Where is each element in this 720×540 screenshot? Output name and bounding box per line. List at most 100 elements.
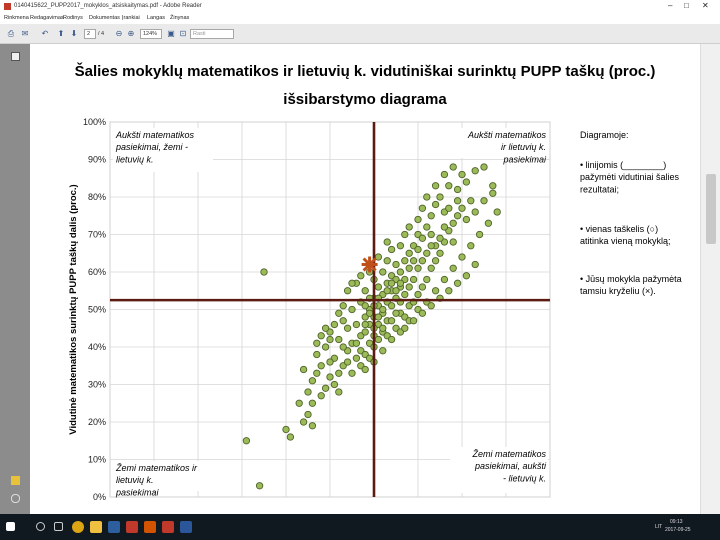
menu-tools[interactable]: Įrankiai xyxy=(122,15,140,21)
data-point xyxy=(321,384,330,392)
app-icon[interactable] xyxy=(108,521,120,533)
legend-item-lines: • linijomis (________) pažymėti vidutinia… xyxy=(580,160,680,194)
data-point xyxy=(462,178,471,186)
data-points xyxy=(242,163,501,490)
data-point xyxy=(387,335,396,344)
print-icon[interactable]: ⎙ xyxy=(7,29,15,38)
back-icon[interactable]: ↶ xyxy=(41,29,49,38)
data-point xyxy=(379,347,387,355)
fit-page-icon[interactable]: ⊡ xyxy=(179,29,187,38)
menu-file[interactable]: Rinkmena xyxy=(4,15,29,21)
page-up-icon[interactable]: ⬆ xyxy=(57,29,65,38)
data-point xyxy=(317,392,325,400)
data-point xyxy=(374,313,383,321)
menu-view[interactable]: Rodinys xyxy=(63,15,83,21)
data-point xyxy=(308,377,317,385)
data-point xyxy=(383,238,391,246)
data-point xyxy=(471,260,479,269)
y-tick-label: 50% xyxy=(88,305,106,315)
email-icon[interactable]: ✉ xyxy=(21,29,29,38)
word-icon[interactable] xyxy=(180,521,192,533)
data-point xyxy=(401,324,409,332)
menu-help[interactable]: Žinynas xyxy=(170,15,190,21)
data-point xyxy=(361,320,369,329)
data-point xyxy=(383,257,391,265)
menu-document[interactable]: Dokumentas xyxy=(89,15,120,21)
clock-date[interactable]: 2017-09-25 xyxy=(665,527,691,533)
data-point xyxy=(484,219,493,227)
data-point xyxy=(330,380,339,389)
explorer-icon[interactable] xyxy=(90,521,102,533)
legend: Diagramoje: • linijomis (________) pažymėt… xyxy=(580,130,682,296)
data-point xyxy=(418,283,427,291)
data-point xyxy=(357,272,365,280)
data-point xyxy=(458,170,466,179)
data-point xyxy=(453,185,462,194)
save-icon[interactable]: ▣ xyxy=(167,29,175,38)
attachment-icon[interactable] xyxy=(11,494,20,503)
scroll-thumb[interactable] xyxy=(706,174,716,244)
data-point xyxy=(260,268,268,276)
zoom-select[interactable]: 124% xyxy=(140,29,162,39)
zoom-out-icon[interactable]: ⊖ xyxy=(115,29,123,38)
scatter-chart: Šalies mokyklų matematikos ir lietuvių k… xyxy=(68,62,682,502)
data-point xyxy=(387,279,396,287)
data-point xyxy=(317,362,325,370)
menu-window[interactable]: Langas xyxy=(147,15,166,21)
menu-edit[interactable]: Redagavimas xyxy=(30,15,64,21)
data-point xyxy=(449,219,457,227)
clock-time[interactable]: 09:13 xyxy=(670,519,683,525)
pdf-taskbar-icon[interactable] xyxy=(126,521,138,533)
data-point xyxy=(414,245,422,254)
data-point xyxy=(475,230,484,239)
zoom-in-icon[interactable]: ⊕ xyxy=(127,29,135,38)
data-point xyxy=(321,343,330,351)
chart-subtitle: išsibarstymo diagrama xyxy=(283,91,447,108)
page-down-icon[interactable]: ⬇ xyxy=(70,29,78,38)
data-point xyxy=(427,212,435,220)
data-point xyxy=(445,287,453,295)
data-point xyxy=(392,287,400,295)
task-view-icon[interactable] xyxy=(54,522,63,531)
y-tick-label: 10% xyxy=(88,455,106,465)
y-ticks: 0% 10% 20% 30% 40% 50% 60% 70% 80% 90% 100% xyxy=(83,117,106,502)
y-tick-label: 70% xyxy=(88,230,106,240)
data-point xyxy=(387,245,396,254)
data-point xyxy=(427,264,435,272)
search-input[interactable]: Rasti xyxy=(190,29,234,39)
data-point xyxy=(308,399,317,407)
data-point xyxy=(374,335,383,344)
maximize-button[interactable]: □ xyxy=(684,1,689,10)
reader-icon[interactable] xyxy=(162,521,174,533)
data-point xyxy=(352,354,361,362)
data-point xyxy=(361,365,369,374)
start-icon[interactable] xyxy=(6,522,15,531)
data-point xyxy=(436,249,444,257)
search-icon[interactable] xyxy=(36,522,45,531)
data-point xyxy=(379,324,387,332)
pages-icon[interactable] xyxy=(11,52,20,61)
vertical-scrollbar[interactable] xyxy=(700,44,720,514)
data-point xyxy=(396,279,405,287)
powerpoint-icon[interactable] xyxy=(144,521,156,533)
close-button[interactable]: ✕ xyxy=(702,1,709,10)
data-point xyxy=(313,369,321,377)
page-number-input[interactable]: 2 xyxy=(84,29,96,39)
label-background xyxy=(444,128,548,158)
data-point xyxy=(440,223,449,231)
data-point xyxy=(467,197,475,205)
data-point xyxy=(462,215,471,224)
chrome-icon[interactable] xyxy=(72,521,84,533)
data-point xyxy=(308,422,317,430)
data-point xyxy=(423,223,431,231)
language-indicator[interactable]: LIT xyxy=(655,524,663,530)
data-point xyxy=(321,324,330,332)
data-point xyxy=(436,234,444,242)
y-tick-label: 60% xyxy=(88,267,106,277)
data-point xyxy=(445,182,453,190)
data-point xyxy=(348,305,356,314)
grid xyxy=(109,121,551,498)
minimize-button[interactable]: – xyxy=(668,1,673,10)
data-point xyxy=(445,204,453,212)
comment-icon[interactable] xyxy=(11,476,20,485)
